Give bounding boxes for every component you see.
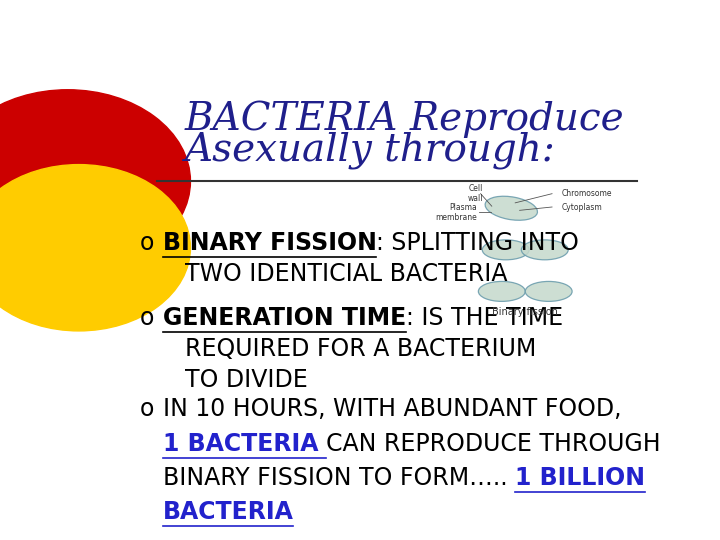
- Text: BINARY FISSION TO FORM…..: BINARY FISSION TO FORM…..: [163, 465, 515, 490]
- Text: Asexually through:: Asexually through:: [185, 131, 556, 169]
- Text: IN 10 HOURS, WITH ABUNDANT FOOD,: IN 10 HOURS, WITH ABUNDANT FOOD,: [163, 397, 621, 421]
- Text: CAN REPRODUCE THROUGH: CAN REPRODUCE THROUGH: [326, 431, 661, 456]
- Text: o: o: [140, 306, 155, 330]
- Text: BACTERIA Reproduce: BACTERIA Reproduce: [185, 100, 624, 138]
- Text: REQUIRED FOR A BACTERIUM: REQUIRED FOR A BACTERIUM: [185, 337, 536, 361]
- Text: Binary fission: Binary fission: [492, 307, 558, 317]
- Ellipse shape: [478, 281, 526, 301]
- Ellipse shape: [525, 281, 572, 301]
- Text: Plasma
membrane: Plasma membrane: [435, 202, 477, 222]
- Ellipse shape: [521, 240, 568, 260]
- Text: o: o: [140, 231, 155, 255]
- Text: BINARY FISSION: BINARY FISSION: [163, 231, 377, 255]
- Circle shape: [0, 165, 190, 331]
- Text: GENERATION TIME: GENERATION TIME: [163, 306, 406, 330]
- Text: o: o: [140, 397, 155, 421]
- Text: Cytoplasm: Cytoplasm: [562, 202, 602, 212]
- Text: : SPLITTING INTO: : SPLITTING INTO: [377, 231, 580, 255]
- Text: Cell
wall: Cell wall: [468, 184, 483, 204]
- Ellipse shape: [485, 196, 537, 220]
- Text: 1 BACTERIA: 1 BACTERIA: [163, 431, 326, 456]
- Text: BACTERIA: BACTERIA: [163, 500, 294, 524]
- Text: : IS THE TIME: : IS THE TIME: [406, 306, 563, 330]
- Circle shape: [0, 90, 190, 273]
- Text: 1 BILLION: 1 BILLION: [515, 465, 644, 490]
- Text: TWO IDENTICIAL BACTERIA: TWO IDENTICIAL BACTERIA: [185, 262, 508, 286]
- Text: TO DIVIDE: TO DIVIDE: [185, 368, 307, 393]
- Ellipse shape: [482, 240, 529, 260]
- Text: Chromosome: Chromosome: [562, 189, 612, 198]
